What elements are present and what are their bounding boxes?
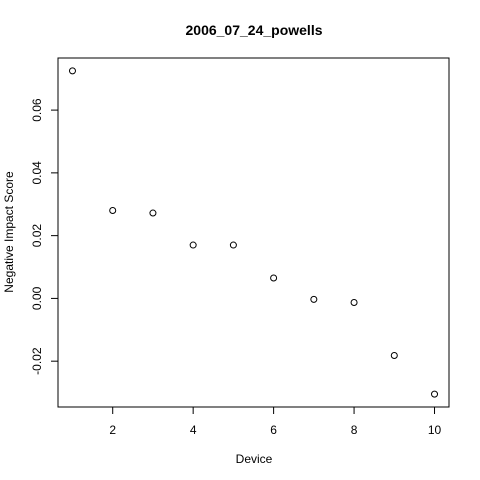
data-point [189,241,197,249]
x-tick-label: 6 [270,423,277,437]
x-axis: 2 4 6 8 10 [109,406,442,437]
data-point [270,274,278,282]
data-point [431,390,439,398]
x-axis-label: Device [236,452,273,466]
y-axis: -0.02 0.00 0.02 0.04 0.06 [30,98,59,375]
data-point [68,67,76,75]
data-point [390,352,398,360]
data-point [350,298,358,306]
x-tick-label: 8 [351,423,358,437]
data-points [68,67,439,398]
data-point [229,241,237,249]
y-axis-label: Negative Impact Score [2,171,16,293]
y-tick-label: 0.04 [30,161,44,185]
y-tick-label: 0.02 [30,224,44,248]
y-tick-label: 0.00 [30,286,44,310]
data-point [109,207,117,215]
x-tick-label: 10 [428,423,442,437]
x-tick-label: 4 [190,423,197,437]
y-tick-label: 0.06 [30,98,44,122]
data-point [310,295,318,303]
chart-title: 2006_07_24_powells [186,22,323,38]
y-tick-label: -0.02 [30,347,44,375]
data-point [149,209,157,217]
x-tick-label: 2 [109,423,116,437]
